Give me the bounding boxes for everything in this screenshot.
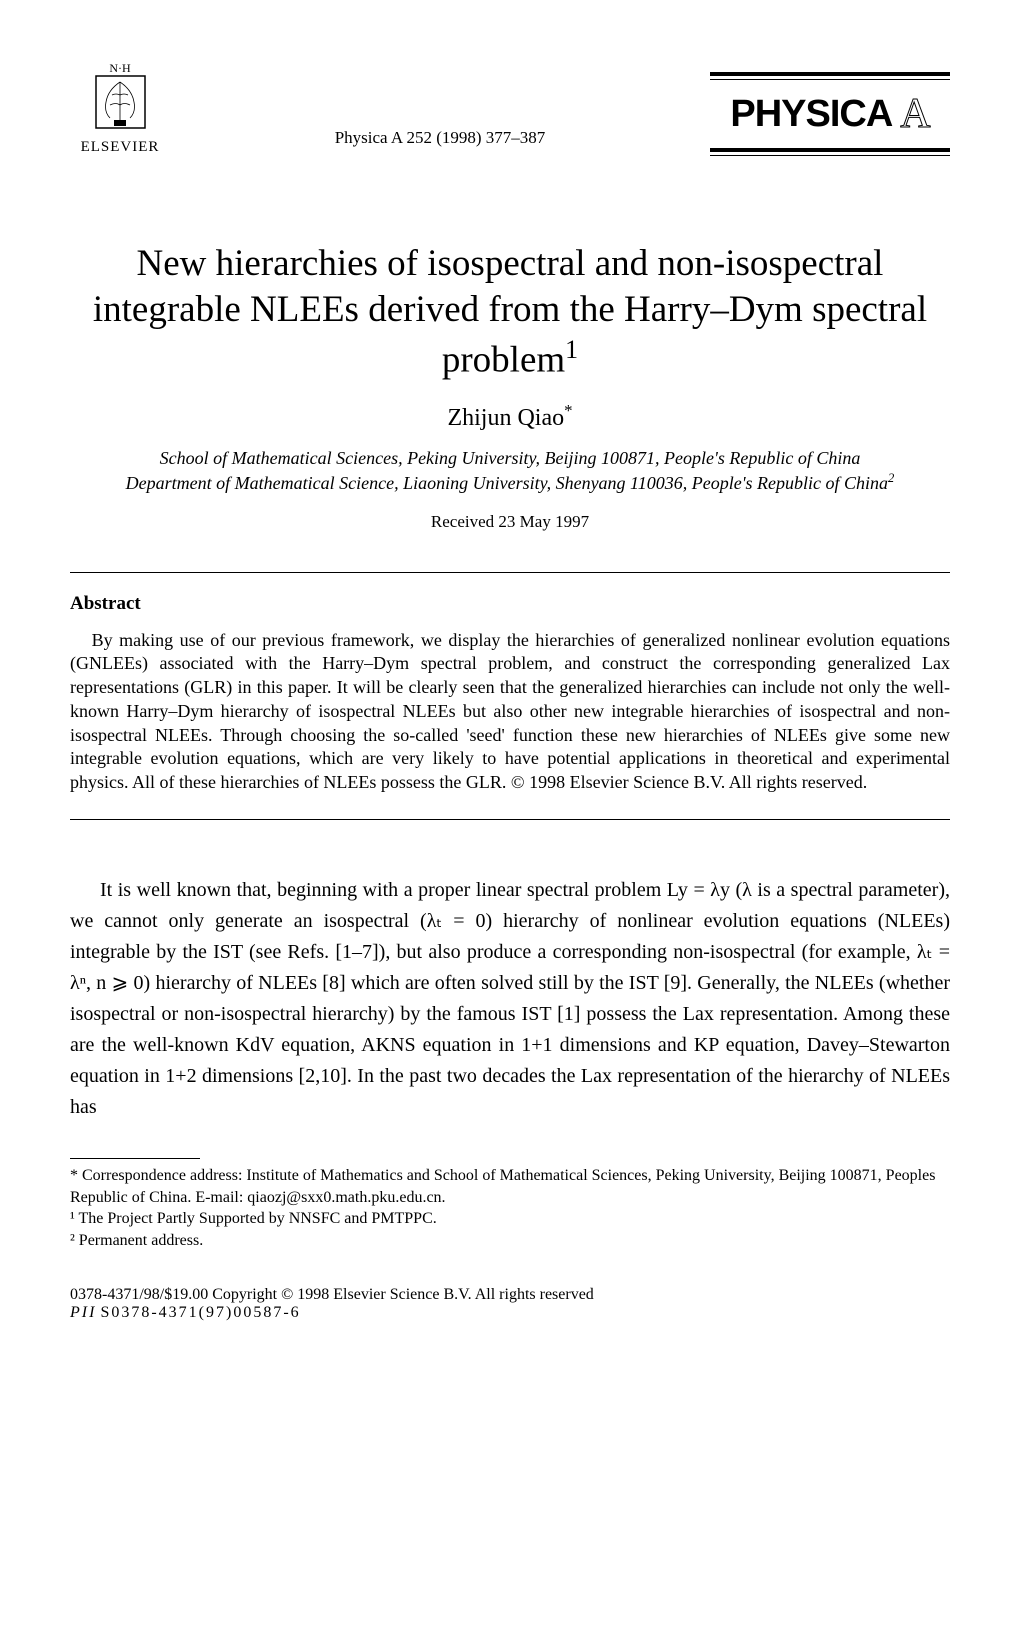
pii-label: PII	[70, 1304, 96, 1321]
physica-rule-top-thin	[710, 79, 950, 80]
received-date: Received 23 May 1997	[70, 512, 950, 532]
svg-text:N·H: N·H	[109, 61, 131, 75]
copyright-line: 0378-4371/98/$19.00 Copyright © 1998 Els…	[70, 1286, 950, 1304]
page-header: N·H ELSEVIER Physica A 252 (1998) 377–38…	[70, 60, 950, 156]
abstract-heading: Abstract	[70, 593, 950, 615]
physica-word: PHYSICA	[730, 93, 892, 136]
affiliation-line-2: Department of Mathematical Science, Liao…	[70, 470, 950, 495]
body-paragraph: It is well known that, beginning with a …	[70, 875, 950, 1123]
abstract-section: Abstract By making use of our previous f…	[70, 572, 950, 820]
elsevier-tree-icon: N·H	[88, 60, 153, 135]
paper-title: New hierarchies of isospectral and non-i…	[70, 241, 950, 383]
footnote-correspondence: * Correspondence address: Institute of M…	[70, 1165, 950, 1208]
copyright-block: 0378-4371/98/$19.00 Copyright © 1998 Els…	[70, 1286, 950, 1322]
elsevier-label: ELSEVIER	[81, 139, 160, 156]
elsevier-logo-block: N·H ELSEVIER	[70, 60, 170, 156]
abstract-text: By making use of our previous framework,…	[70, 629, 950, 795]
physica-rule-bottom-thin	[710, 155, 950, 156]
affiliation-line-1: School of Mathematical Sciences, Peking …	[70, 446, 950, 470]
physica-logo-block: PHYSICA A	[710, 72, 950, 156]
journal-reference: Physica A 252 (1998) 377–387	[170, 128, 710, 148]
footnote-2: ² Permanent address.	[70, 1230, 950, 1252]
physica-rule-bottom	[710, 148, 950, 152]
footnote-divider	[70, 1158, 200, 1159]
author-name: Zhijun Qiao*	[70, 401, 950, 432]
physica-letter: A	[900, 90, 929, 138]
physica-title: PHYSICA A	[730, 90, 929, 138]
physica-rule-top	[710, 72, 950, 76]
pii-code: S0378-4371(97)00587-6	[100, 1304, 300, 1321]
pii-line: PII S0378-4371(97)00587-6	[70, 1304, 950, 1322]
footnote-1: ¹ The Project Partly Supported by NNSFC …	[70, 1208, 950, 1230]
